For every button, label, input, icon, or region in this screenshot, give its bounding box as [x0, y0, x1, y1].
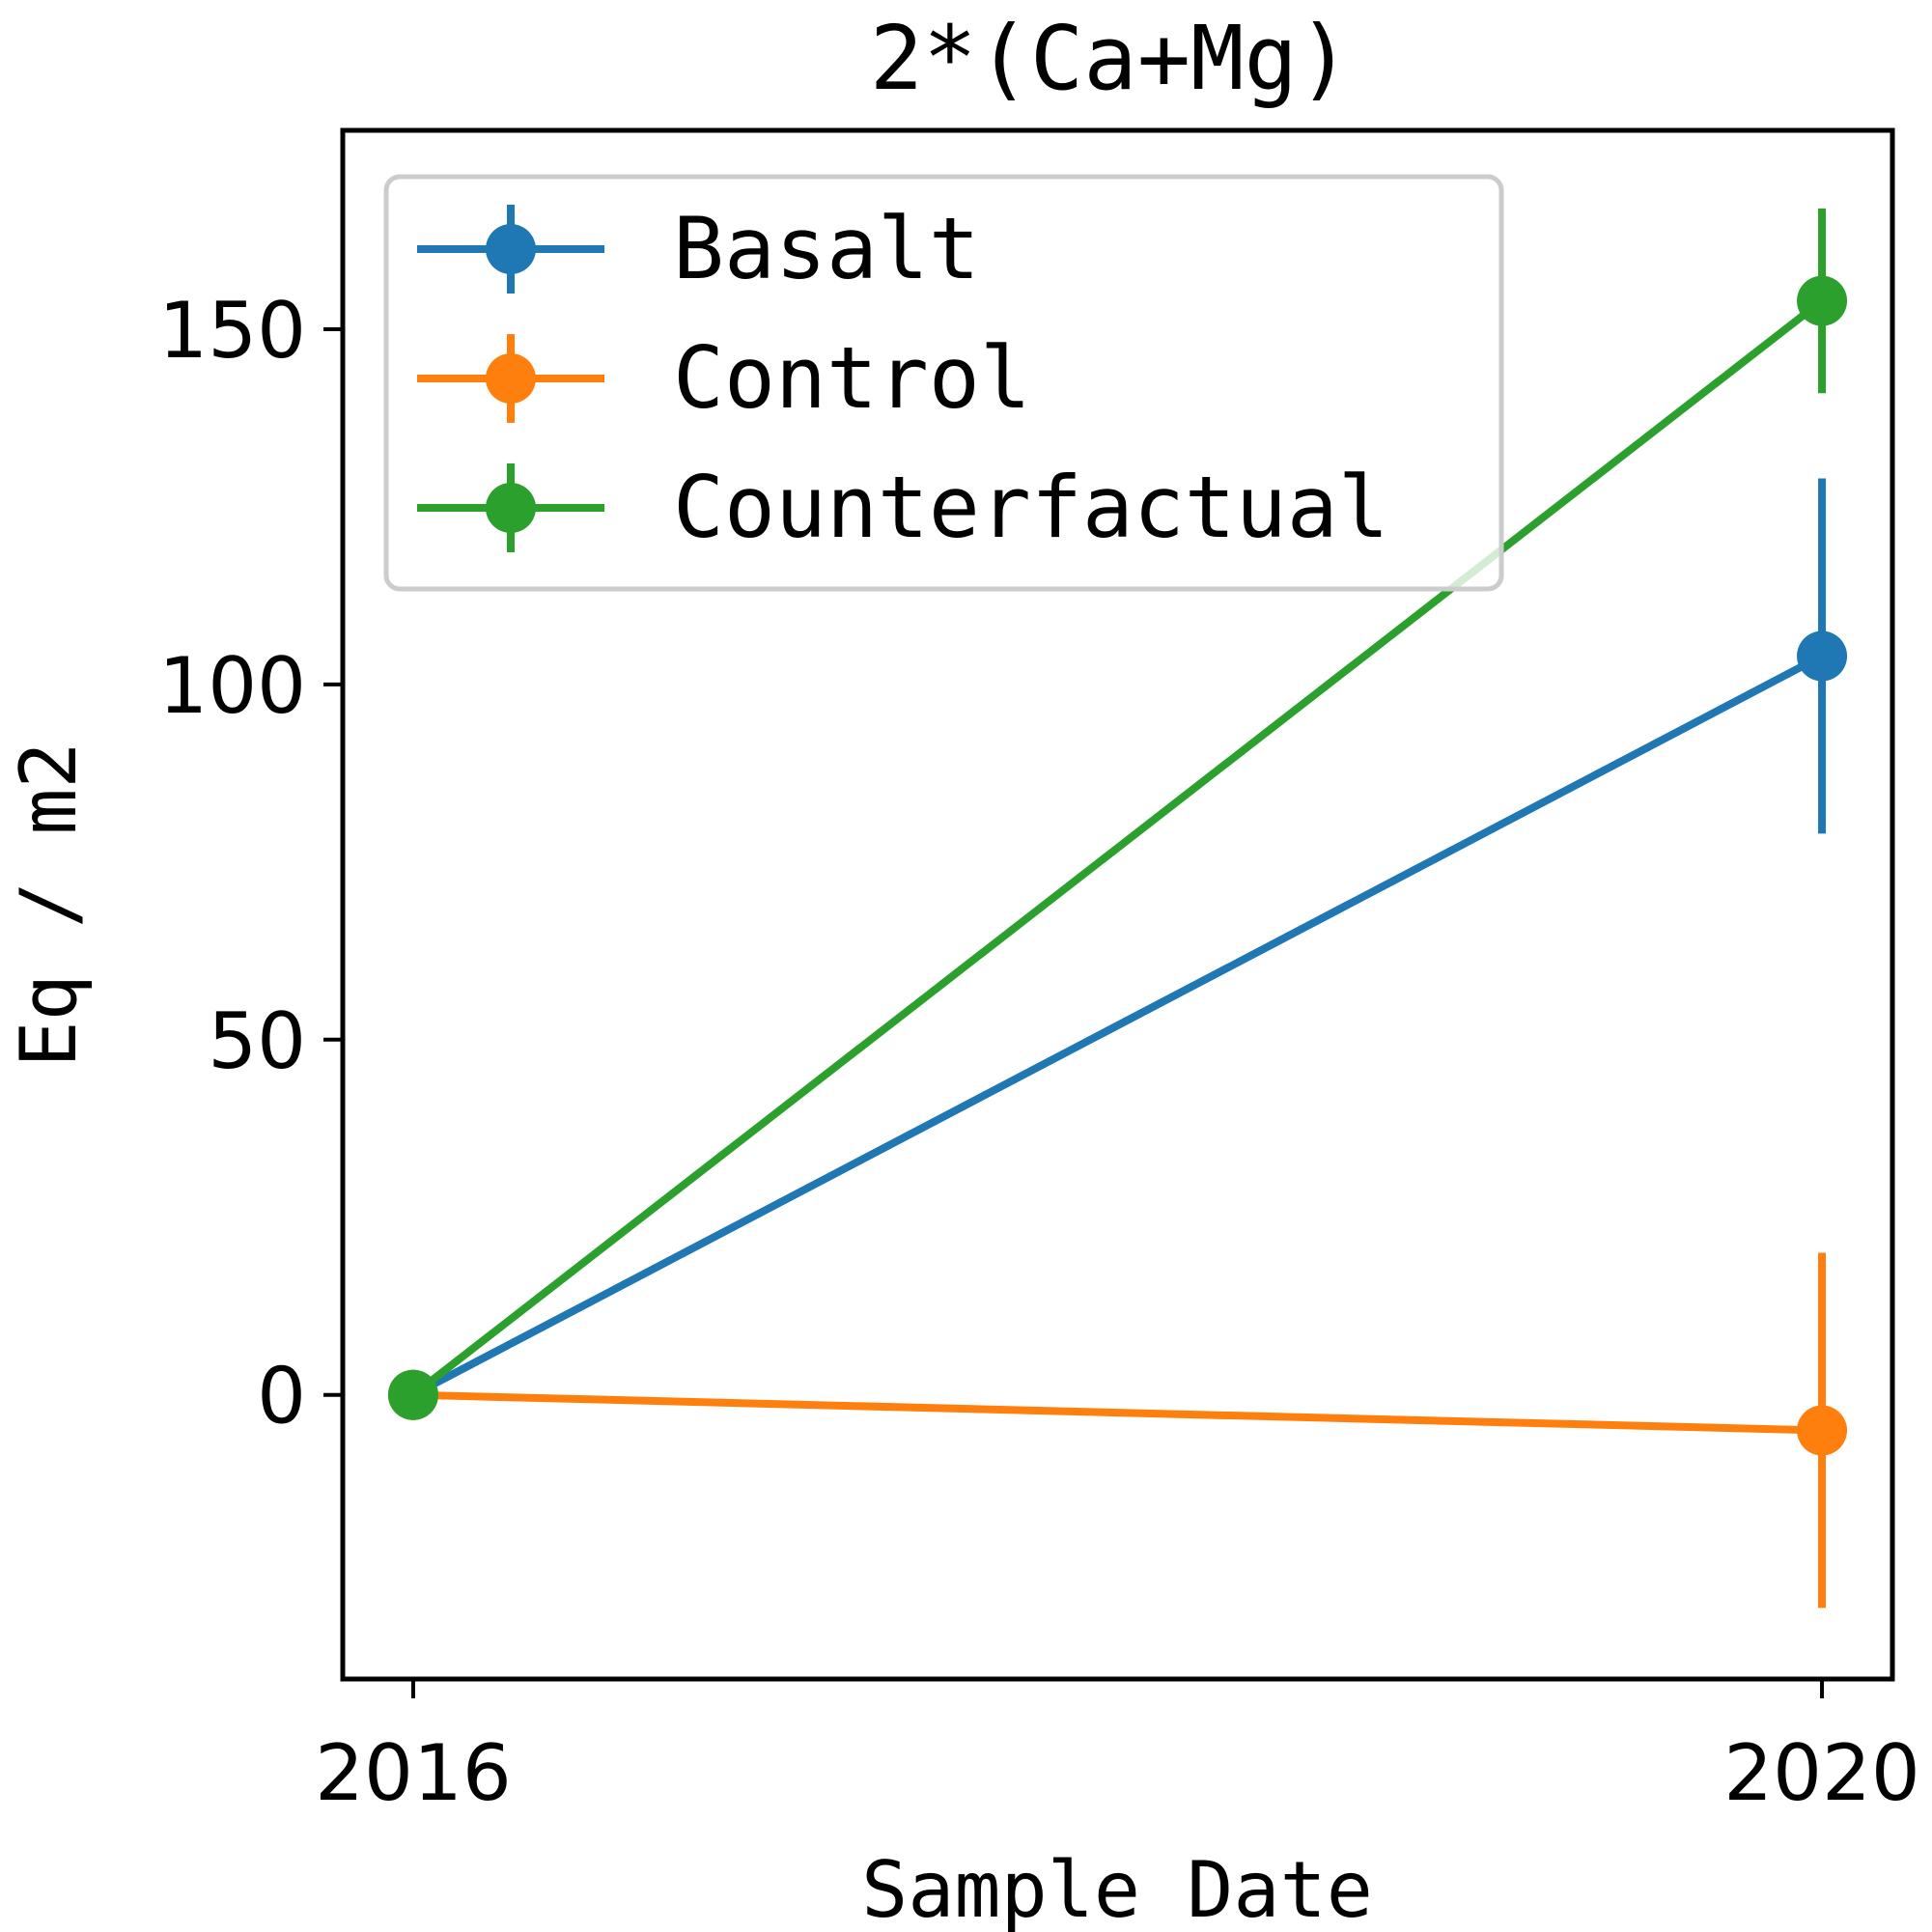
chart-title: 2*(Ca+Mg) — [870, 7, 1352, 110]
series-line — [411, 652, 1824, 1399]
legend-entry-basalt: Basalt — [417, 199, 980, 298]
legend-label: Counterfactual — [673, 458, 1389, 557]
legend-entry-control: Control — [417, 328, 1031, 428]
y-tick-label: 100 — [158, 641, 306, 731]
series-line — [410, 297, 1825, 1398]
plot-frame — [340, 127, 1895, 1682]
legend-entry-counterfactual: Counterfactual — [417, 458, 1389, 557]
data-point — [1797, 1405, 1848, 1456]
legend-label: Control — [673, 328, 1031, 428]
x-axis: 2016 2020 — [315, 1679, 1920, 1818]
data-point — [1797, 275, 1848, 326]
y-tick-label: 50 — [208, 996, 306, 1086]
legend-marker — [486, 483, 536, 533]
series-counterfactual — [387, 208, 1848, 1420]
y-axis: 0 50 100 150 — [158, 286, 343, 1442]
legend-marker — [486, 224, 536, 274]
x-tick-label: 2020 — [1723, 1728, 1920, 1818]
x-axis-label: Sample Date — [861, 1845, 1373, 1932]
data-point — [387, 1369, 438, 1420]
series-line — [412, 1390, 1823, 1435]
plot-area — [387, 208, 1848, 1609]
x-tick-label: 2016 — [315, 1728, 512, 1818]
y-axis-label: Eq / m2 — [4, 742, 94, 1067]
series-control — [387, 1252, 1848, 1609]
data-point — [1797, 630, 1848, 682]
y-tick-label: 150 — [158, 286, 306, 376]
legend-box — [383, 174, 1504, 592]
legend-label: Basalt — [673, 199, 980, 298]
legend-marker — [486, 353, 536, 404]
series-basalt — [387, 478, 1848, 1420]
y-tick-label: 0 — [257, 1352, 306, 1442]
legend: Basalt Control Counterfactual — [383, 174, 1504, 592]
